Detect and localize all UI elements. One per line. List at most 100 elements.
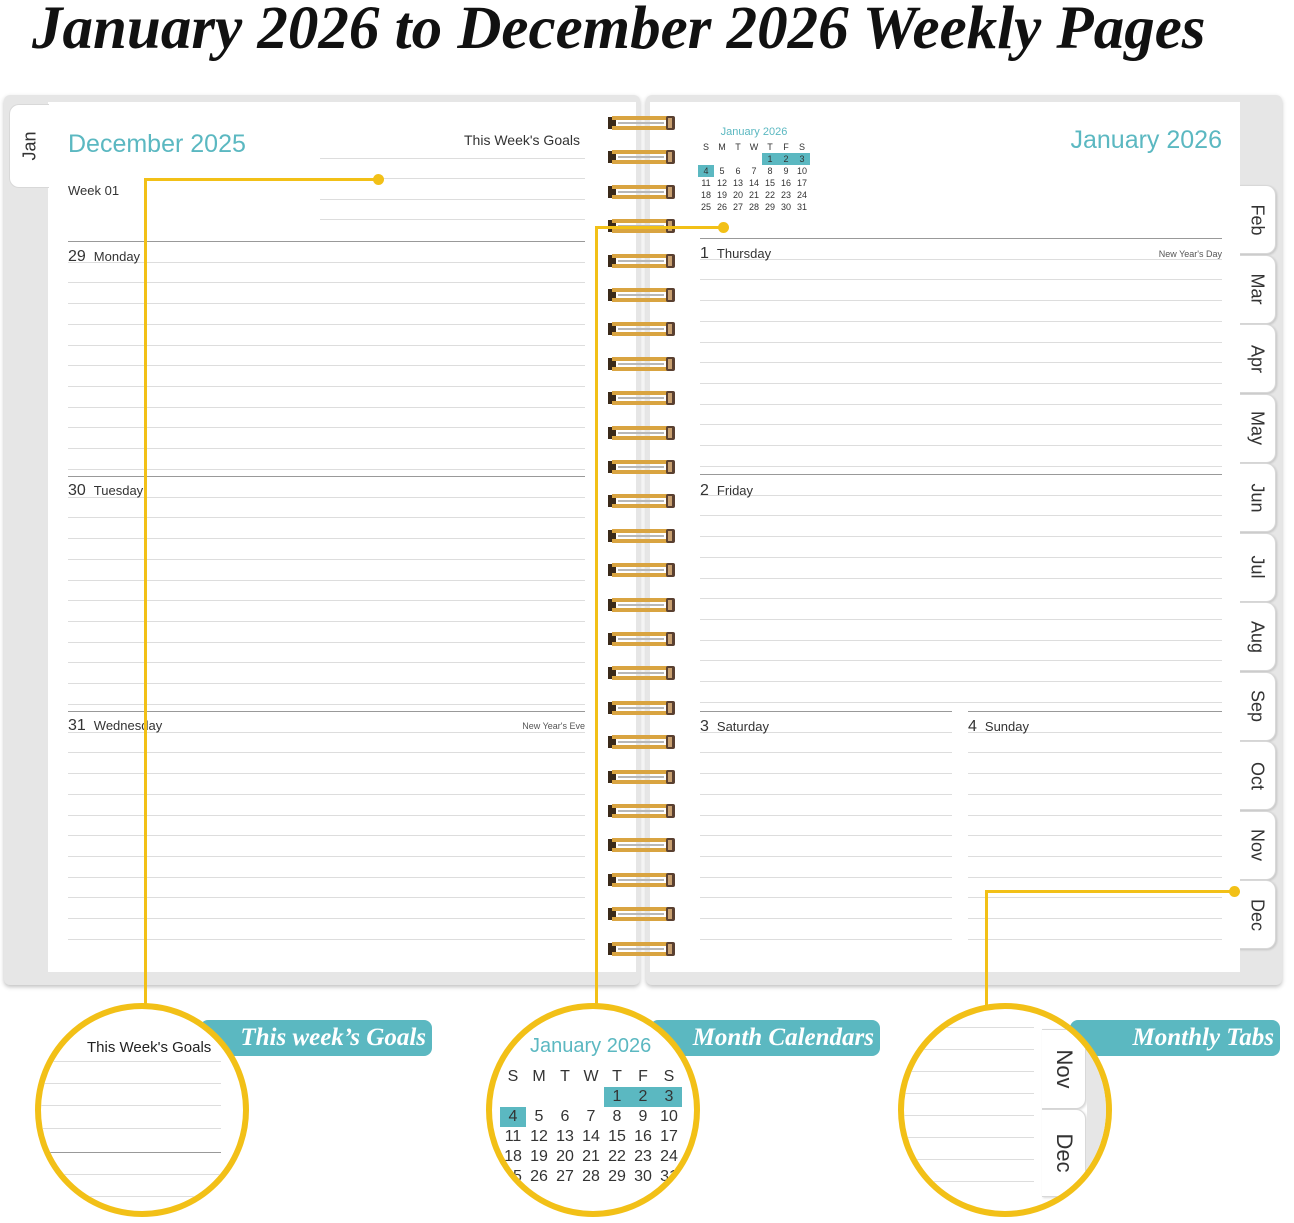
day-name: Thursday [716,246,772,261]
calendar-date: 7 [751,166,757,176]
ruled-line [700,403,1222,405]
day-name: Wednesday [93,718,163,733]
weekday-header: W [749,142,759,152]
tab-mar[interactable]: Mar [1238,254,1276,324]
ruled-line [68,773,585,775]
holiday-label: New Year's Eve [522,721,585,731]
calendar-date: 25 [504,1168,522,1185]
tab-jan[interactable]: Jan [9,104,49,188]
ruled-line [700,341,1222,343]
tab-label: Apr [1247,344,1267,373]
day-number: 30 [68,482,86,499]
ruled-line [968,731,1222,733]
weekday-header: M [532,1068,546,1085]
tab-sep[interactable]: Sep [1238,671,1276,741]
day-number: 29 [68,248,86,265]
calendar-date: 25 [700,202,711,212]
calendar-date: 17 [660,1128,678,1145]
calendar-date: 1 [762,153,778,165]
day-number: 4 [968,718,977,735]
weekday-header: T [612,1068,622,1085]
ruled-line [68,261,585,263]
ruled-line [68,303,585,305]
ruled-line [700,598,1222,600]
tab-apr[interactable]: Apr [1238,324,1276,393]
ruled-line [68,558,585,560]
spiral-ring [608,320,676,338]
ruled-line [68,876,585,878]
calendar-date: 28 [582,1168,600,1185]
ruled-line [700,494,1222,496]
day-name: Saturday [716,719,769,734]
calendar-date: 22 [608,1148,626,1165]
tab-label: Oct [1247,761,1267,790]
ruled-line [700,681,1222,682]
calendar-date: 28 [748,202,759,212]
day-name: Sunday [984,719,1029,734]
calendar-date: 7 [586,1108,596,1125]
zoom-calendar-title: January 2026 [530,1035,652,1057]
ruled-line [700,897,952,899]
spiral-ring [608,355,676,373]
weekday-header: T [767,142,773,152]
weekday-header: S [507,1068,519,1085]
calendar-date: 6 [735,166,741,176]
ruled-line [700,258,1222,260]
tab-jul[interactable]: Jul [1238,532,1276,602]
connector-line [595,226,725,229]
ruled-line [68,579,585,581]
calendar-date [714,153,730,165]
calendar-date: 27 [556,1168,574,1185]
mini-calendar-title: January 2026 [720,126,788,138]
calendar-date: 27 [732,202,743,212]
tab-feb[interactable]: Feb [1238,185,1276,254]
month-title: December 2025 [68,130,246,158]
day-name: Friday [716,483,754,498]
calendar-date: 3 [656,1087,682,1107]
calendar-date: 9 [783,166,789,176]
zoom-tab-nov: Nov [1042,1029,1086,1109]
spiral-ring [608,905,676,923]
calendar-date: 31 [660,1168,678,1185]
calendar-date: 21 [748,190,759,200]
ruled-line [68,600,585,602]
spiral-ring [608,286,676,304]
tab-oct[interactable]: Oct [1238,741,1276,810]
calendar-date: 23 [780,190,791,200]
callout-label-goals: This week’s Goals [200,1020,432,1056]
ruled-line [968,938,1222,940]
calendar-date: 12 [530,1128,548,1145]
day-number: 1 [700,245,709,262]
tab-aug[interactable]: Aug [1238,602,1276,671]
spiral-ring [608,561,676,579]
calendar-date: 2 [630,1087,656,1107]
spiral-ring [608,148,676,166]
calendar-date: 14 [582,1128,600,1145]
callout-label-calendars: Month Calendars [650,1020,880,1056]
ruled-line [700,731,952,733]
calendar-date [698,153,714,165]
ruled-line [700,814,952,816]
ruled-line [68,662,585,664]
tab-nov[interactable]: Nov [1238,810,1276,880]
tab-label: Jul [1247,555,1267,579]
ruled-line [68,323,585,325]
mini-calendar: January 2026 S M T W T F S 1 2 3 4 5 6 7 8 9 10 11 12 13 14 1… [698,126,810,213]
tab-label: May [1247,410,1267,446]
calendar-date: 20 [556,1148,574,1165]
calendar-date [578,1087,604,1107]
zoom-tab-dec: Dec [1042,1109,1086,1197]
tab-jun[interactable]: Jun [1238,463,1276,532]
calendar-date: 11 [701,178,711,188]
week-label: Week 01 [68,183,120,198]
tab-may[interactable]: May [1238,393,1276,463]
spiral-ring [608,252,676,270]
ruled-line [68,282,585,284]
spiral-ring [608,424,676,442]
day-number: 3 [700,718,709,735]
calendar-date: 20 [732,190,743,200]
tab-dec[interactable]: Dec [1238,880,1276,949]
ruled-line [968,897,1222,899]
ruled-line [68,938,585,940]
calendar-date: 16 [634,1128,652,1145]
